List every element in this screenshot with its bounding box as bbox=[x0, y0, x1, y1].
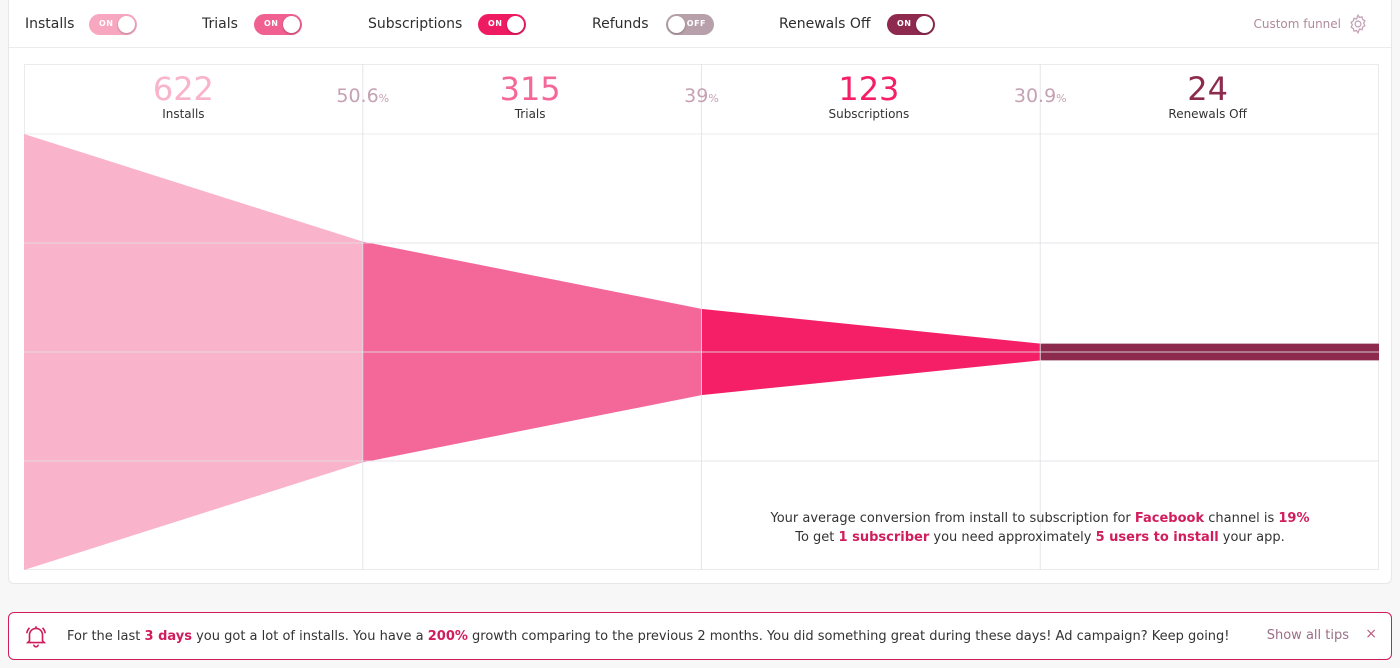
stage-value-subscriptions: 123 bbox=[838, 70, 899, 108]
stage-value-installs: 622 bbox=[153, 70, 214, 108]
toggle-label-installs: Installs bbox=[25, 16, 75, 32]
funnel-chart: 622 Installs 315 Trials 123 Subscriptions 24 Re… bbox=[24, 64, 1379, 570]
tip-days: 3 days bbox=[144, 628, 192, 644]
toggle-renewals-off: Renewals Off ON bbox=[779, 12, 935, 36]
toggle-refunds: Refunds OFF bbox=[592, 12, 714, 36]
gear-icon bbox=[1350, 13, 1366, 35]
stage-value-renewals-off: 24 bbox=[1187, 70, 1228, 108]
stage-value-trials: 315 bbox=[500, 70, 561, 108]
tip-message: For the last 3 days you got a lot of ins… bbox=[67, 628, 1230, 644]
custom-funnel-label: Custom funnel bbox=[1253, 17, 1341, 31]
conversion-rate-1: 50.6% bbox=[336, 85, 389, 107]
show-all-tips-link[interactable]: Show all tips bbox=[1266, 628, 1349, 643]
toggle-label-refunds: Refunds bbox=[592, 16, 649, 32]
toggle-label-renewals-off: Renewals Off bbox=[779, 16, 871, 32]
stage-label-installs: Installs bbox=[162, 107, 204, 121]
subscriptions-switch[interactable]: ON bbox=[478, 14, 526, 35]
close-tips-button[interactable]: × bbox=[1365, 626, 1377, 642]
insight-line-1: Your average conversion from install to … bbox=[770, 511, 1310, 526]
custom-funnel-button[interactable]: Custom funnel bbox=[1253, 13, 1369, 35]
toggle-label-subscriptions: Subscriptions bbox=[368, 16, 463, 32]
stage-label-trials: Trials bbox=[514, 107, 546, 121]
funnel-card: Installs ON Trials ON Subscriptions ON R… bbox=[8, 0, 1392, 584]
trials-switch[interactable]: ON bbox=[254, 14, 302, 35]
insight-line-2: To get 1 subscriber you need approximate… bbox=[794, 530, 1285, 545]
funnel-toolbar: Installs ON Trials ON Subscriptions ON R… bbox=[9, 0, 1391, 48]
tips-bar: For the last 3 days you got a lot of ins… bbox=[8, 612, 1392, 660]
toggle-label-trials: Trials bbox=[202, 16, 238, 32]
stage-label-renewals-off: Renewals Off bbox=[1168, 107, 1247, 121]
bell-icon bbox=[25, 626, 47, 648]
stage-label-subscriptions: Subscriptions bbox=[828, 107, 909, 121]
renewals-off-switch[interactable]: ON bbox=[887, 14, 935, 35]
refunds-switch[interactable]: OFF bbox=[666, 14, 714, 35]
conversion-rate-2: 39% bbox=[684, 85, 719, 107]
toggle-subscriptions: Subscriptions ON bbox=[368, 12, 526, 36]
installs-switch[interactable]: ON bbox=[89, 14, 137, 35]
tip-growth: 200% bbox=[427, 628, 468, 644]
toggle-trials: Trials ON bbox=[202, 12, 302, 36]
toggle-installs: Installs ON bbox=[25, 12, 137, 36]
conversion-rate-3: 30.9% bbox=[1014, 85, 1067, 107]
